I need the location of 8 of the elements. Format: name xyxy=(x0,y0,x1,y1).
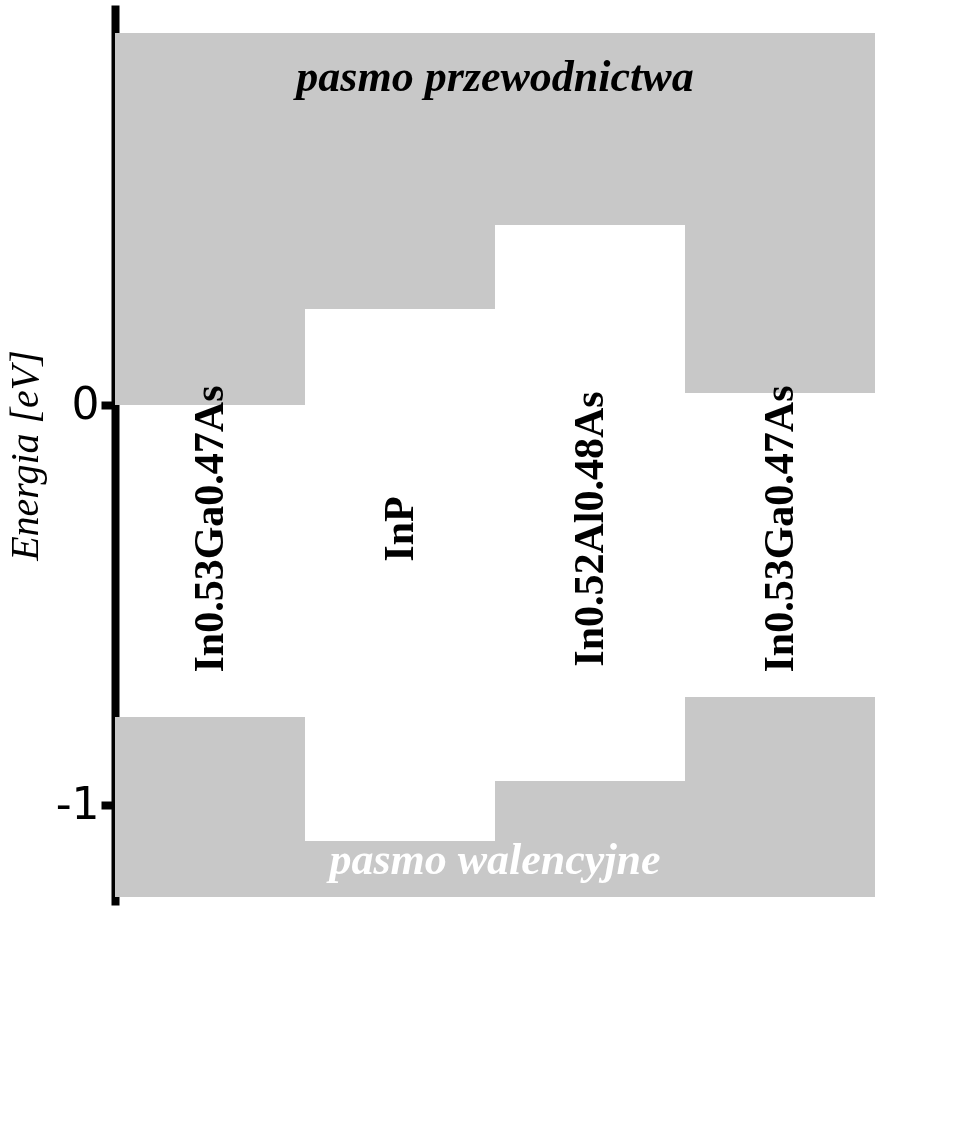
series-label: pasmo przewodnictwa xyxy=(292,51,694,101)
x-tick-label: In0.53Ga0.47As xyxy=(186,385,232,673)
x-tick-label: InP xyxy=(376,496,422,562)
y-tick-label: 0 xyxy=(71,377,100,429)
x-tick-label: In0.52Al0.48As xyxy=(566,391,612,667)
y-axis-title: Energia [eV] xyxy=(1,350,47,562)
y-tick-label: -1 xyxy=(55,777,100,829)
x-tick-label: In0.53Ga0.47As xyxy=(756,385,802,673)
